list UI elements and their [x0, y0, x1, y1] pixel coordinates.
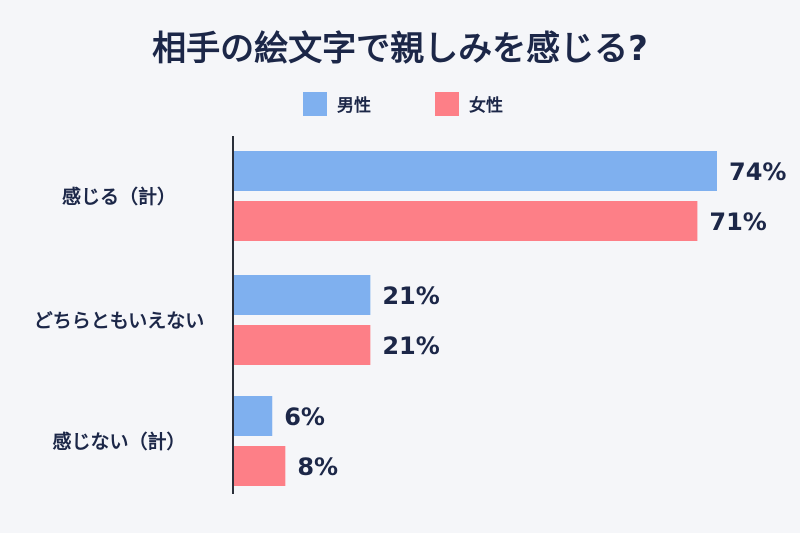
category-label: 感じない（計）: [52, 430, 185, 453]
bar: [233, 275, 371, 315]
legend: 男性 女性: [303, 92, 503, 116]
bars-group: [233, 151, 717, 486]
legend-label: 女性: [469, 95, 503, 116]
bar: [233, 151, 717, 191]
category-label: 感じる（計）: [62, 185, 176, 208]
data-label: 8%: [297, 453, 338, 481]
data-label: 74%: [729, 158, 786, 186]
legend-swatch: [303, 92, 327, 116]
bar: [233, 396, 273, 436]
bar: [233, 201, 698, 241]
category-label: どちらともいえない: [34, 310, 205, 332]
legend-label: 男性: [337, 95, 371, 116]
value-labels: 74% 71% 21% 21% 6% 8%: [284, 158, 786, 481]
data-label: 21%: [382, 282, 439, 310]
legend-swatch: [435, 92, 459, 116]
bar: [233, 446, 286, 486]
data-label: 71%: [709, 208, 766, 236]
chart-title: 相手の絵文字で親しみを感じる?: [152, 29, 648, 69]
data-label: 6%: [284, 403, 325, 431]
data-label: 21%: [382, 332, 439, 360]
bar: [233, 325, 371, 365]
